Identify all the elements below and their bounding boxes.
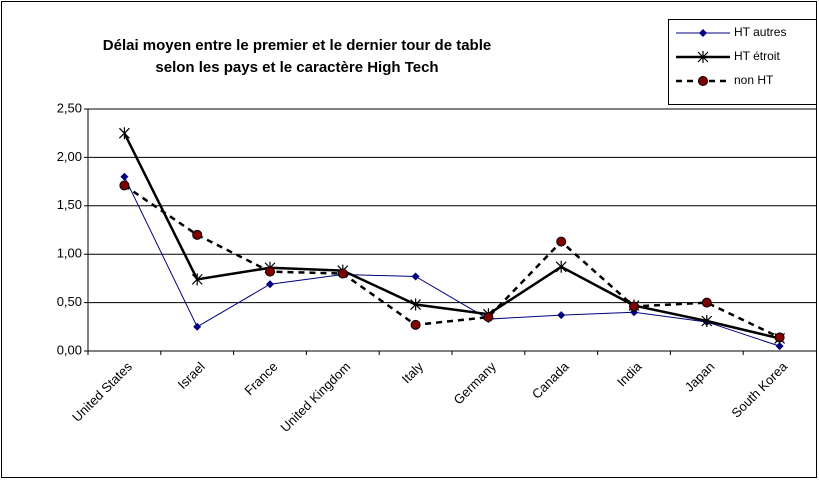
series-line (123, 132, 780, 340)
y-tick-label: 0,50 (57, 294, 82, 309)
y-tick-label: 0,00 (57, 342, 82, 357)
y-tick-label: 2,50 (57, 100, 82, 115)
marker (483, 312, 494, 323)
marker (410, 298, 422, 311)
y-tick-label: 2,00 (57, 149, 82, 164)
legend-label: non HT (734, 73, 774, 87)
marker (555, 260, 567, 273)
marker (120, 172, 129, 181)
marker (191, 273, 203, 286)
chart-title: Délai moyen entre le premier et le derni… (103, 37, 491, 54)
legend-marker (697, 51, 709, 63)
marker (557, 311, 566, 320)
y-tick-label: 1,00 (57, 246, 82, 261)
marker (629, 301, 639, 312)
marker (410, 319, 421, 330)
marker (265, 266, 275, 277)
legend-box (668, 19, 817, 105)
legend-marker (698, 76, 708, 86)
chart-title: selon les pays et le caractère High Tech (155, 59, 438, 76)
y-tick-label: 1,50 (57, 197, 82, 212)
marker (556, 236, 567, 247)
marker (118, 127, 130, 140)
marker (701, 314, 713, 327)
marker (337, 268, 348, 279)
legend-label: HT autres (734, 25, 786, 39)
marker (266, 280, 274, 289)
legend-marker (699, 29, 707, 37)
marker (119, 180, 130, 191)
marker (774, 332, 785, 343)
marker (775, 342, 784, 351)
legend-label: HT étroit (734, 49, 780, 63)
series-line (123, 184, 781, 339)
marker (701, 297, 712, 308)
marker (411, 272, 420, 281)
marker (192, 229, 203, 240)
series-line (123, 176, 780, 347)
marker (193, 322, 202, 331)
